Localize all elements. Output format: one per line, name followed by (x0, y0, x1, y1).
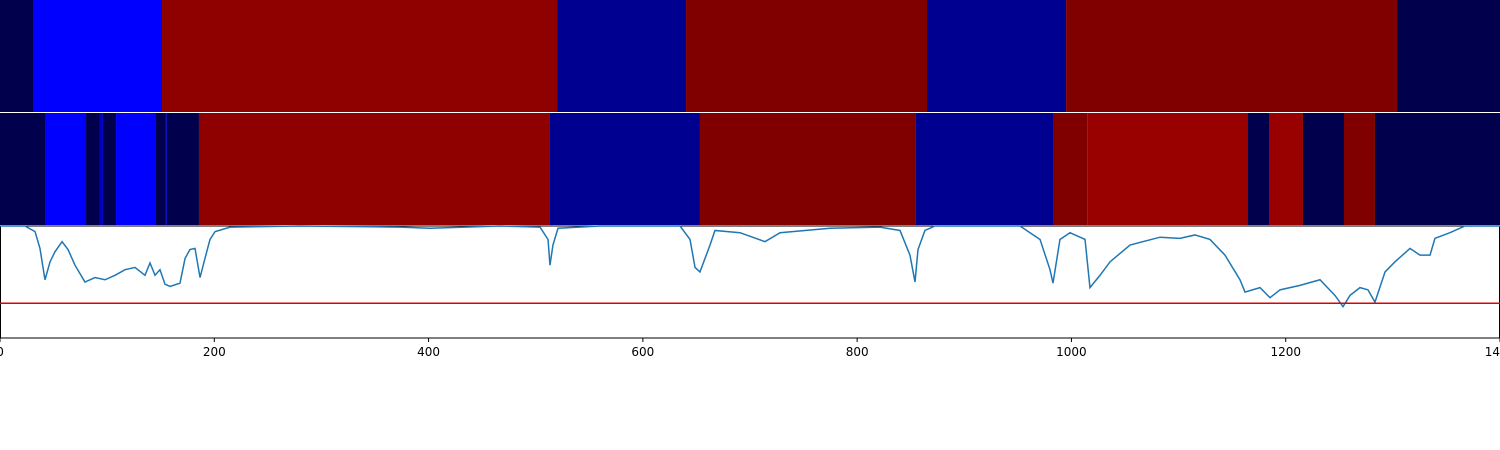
segment (162, 0, 558, 112)
segment (699, 113, 916, 225)
segment (1248, 113, 1269, 225)
segment (0, 113, 45, 225)
segment (0, 0, 33, 112)
segment (45, 113, 87, 225)
segment (915, 113, 1053, 225)
segment (1053, 113, 1088, 225)
segment (166, 113, 199, 225)
x-tick-label: 400 (417, 345, 440, 359)
segment (1344, 113, 1375, 225)
segment (33, 0, 162, 112)
segment (1087, 113, 1248, 225)
x-tick-label: 1400 (1485, 345, 1500, 359)
plot-frame (0, 225, 1500, 339)
segment (557, 0, 687, 112)
segment (1066, 0, 1398, 112)
segment (86, 113, 100, 225)
segment (99, 113, 103, 225)
x-tick-label: 200 (203, 345, 226, 359)
segment (927, 0, 1067, 112)
segment (1397, 0, 1500, 112)
segment (156, 113, 165, 225)
segment (198, 113, 550, 225)
x-tick-label: 800 (846, 345, 869, 359)
x-tick-label: 1200 (1270, 345, 1301, 359)
x-tick-label: 600 (631, 345, 654, 359)
line (0, 225, 1500, 308)
segment (102, 113, 117, 225)
segment (165, 113, 167, 225)
segment (1374, 113, 1500, 225)
segment (1269, 113, 1303, 225)
x-tick-label: 0 (0, 345, 4, 359)
segment (686, 0, 927, 112)
segment (116, 113, 156, 225)
x-tick-label: 1000 (1056, 345, 1087, 359)
segment (549, 113, 700, 225)
segment (1302, 113, 1344, 225)
